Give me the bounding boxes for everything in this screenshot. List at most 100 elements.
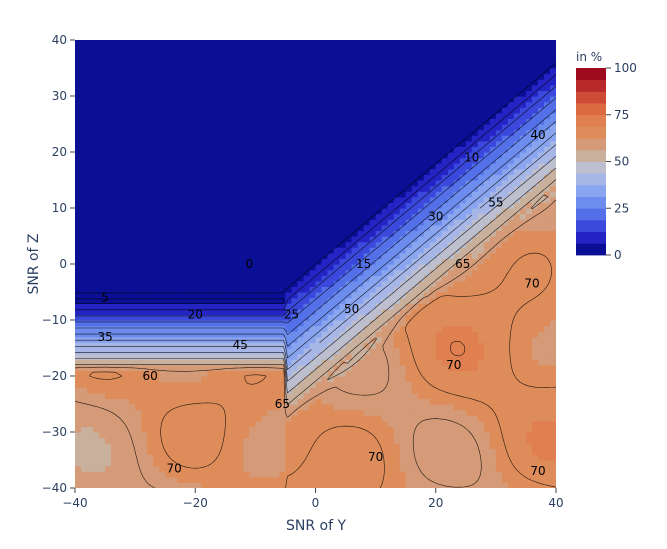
contour-cell: [375, 219, 383, 226]
contour-cell: [165, 460, 172, 467]
contour-cell: [279, 208, 287, 215]
contour-cell: [435, 420, 443, 427]
contour-cell: [183, 219, 190, 226]
contour-cell: [363, 359, 371, 366]
contour-cell: [153, 286, 160, 293]
contour-cell: [297, 168, 305, 175]
contour-cell: [375, 482, 383, 488]
contour-cell: [213, 118, 220, 125]
contour-cell: [393, 409, 401, 416]
contour-cell: [267, 482, 275, 488]
contour-cell: [429, 314, 437, 321]
contour-cell: [207, 292, 214, 299]
contour-cell: [123, 152, 130, 159]
contour-cell: [141, 224, 148, 231]
contour-cell: [189, 308, 196, 315]
contour-cell: [201, 437, 208, 444]
contour-cell: [435, 381, 443, 388]
contour-cell: [147, 196, 154, 203]
contour-cell: [171, 409, 178, 416]
contour-cell: [225, 482, 232, 488]
contour-cell: [117, 124, 124, 131]
contour-cell: [333, 404, 341, 411]
contour-cell: [315, 90, 323, 97]
contour-cell: [87, 196, 94, 203]
contour-cell: [105, 404, 112, 411]
contour-cell: [405, 163, 413, 170]
contour-cell: [189, 236, 196, 243]
contour-cell: [165, 280, 172, 287]
contour-cell: [387, 308, 395, 315]
contour-cell: [297, 471, 305, 478]
contour-cell: [183, 269, 190, 276]
contour-cell: [255, 348, 262, 355]
contour-cell: [351, 180, 359, 187]
contour-cell: [75, 180, 82, 187]
contour-cell: [225, 157, 232, 164]
contour-cell: [345, 381, 353, 388]
contour-cell: [81, 292, 88, 299]
contour-cell: [393, 331, 401, 338]
contour-cell: [117, 280, 124, 287]
contour-cell: [345, 230, 353, 237]
contour-cell: [249, 236, 256, 243]
contour-cell: [147, 465, 154, 472]
contour-cell: [345, 213, 353, 220]
contour-cell: [255, 476, 262, 483]
contour-cell: [225, 404, 232, 411]
contour-cell: [369, 252, 377, 259]
contour-cell: [105, 196, 112, 203]
contour-cell: [225, 101, 232, 108]
contour-cell: [219, 107, 226, 114]
contour-cell: [93, 90, 100, 97]
contour-cell: [189, 56, 196, 63]
contour-cell: [345, 353, 353, 360]
contour-cell: [333, 79, 341, 86]
contour-cell: [147, 353, 154, 360]
contour-cell: [219, 140, 226, 147]
contour-cell: [135, 303, 142, 310]
contour-cell: [87, 79, 94, 86]
contour-cell: [405, 196, 413, 203]
contour-cell: [87, 146, 94, 153]
contour-cell: [111, 146, 118, 153]
contour-cell: [213, 146, 220, 153]
contour-cell: [429, 236, 437, 243]
contour-cell: [117, 157, 124, 164]
contour-cell: [81, 163, 88, 170]
contour-cell: [411, 118, 419, 125]
contour-cell: [129, 84, 136, 91]
contour-cell: [153, 51, 160, 58]
contour-cell: [153, 168, 160, 175]
contour-cell: [183, 336, 190, 343]
contour-cell: [411, 432, 419, 439]
contour-cell: [213, 398, 220, 405]
contour-cell: [219, 73, 226, 80]
contour-cell: [261, 241, 268, 248]
contour-cell: [441, 264, 449, 271]
contour-cell: [225, 163, 232, 170]
contour-cell: [333, 308, 341, 315]
contour-cell: [171, 140, 178, 147]
contour-cell: [129, 325, 136, 332]
contour-cell: [75, 40, 82, 47]
contour-cell: [411, 336, 419, 343]
contour-cell: [201, 51, 208, 58]
contour-cell: [369, 303, 377, 310]
contour-cell: [117, 224, 124, 231]
contour-cell: [357, 185, 365, 192]
contour-cell: [291, 359, 299, 366]
contour-cell: [315, 376, 323, 383]
contour-cell: [285, 348, 293, 355]
contour-cell: [261, 224, 268, 231]
contour-cell: [231, 219, 238, 226]
contour-cell: [189, 476, 196, 483]
contour-cell: [153, 269, 160, 276]
contour-cell: [75, 409, 82, 416]
contour-cell: [435, 247, 443, 254]
contour-cell: [411, 219, 419, 226]
contour-cell: [327, 236, 335, 243]
contour-cell: [243, 314, 250, 321]
contour-cell: [201, 146, 208, 153]
contour-cell: [309, 107, 317, 114]
